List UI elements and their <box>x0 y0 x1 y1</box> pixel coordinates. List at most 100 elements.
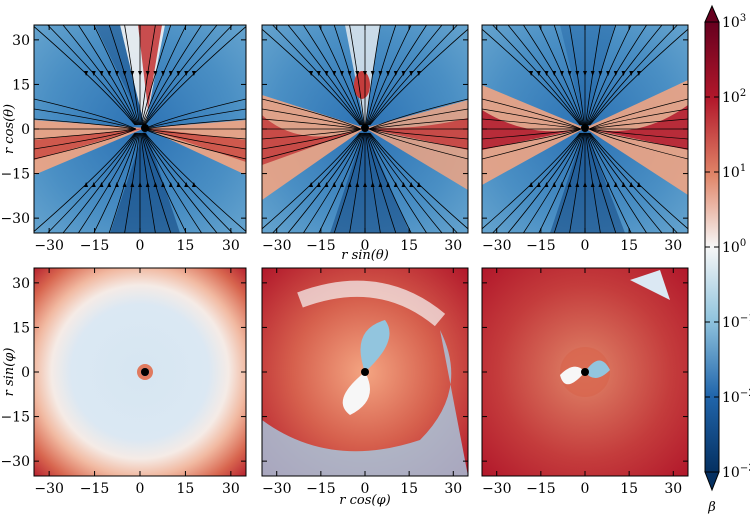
y-axis-label-top: r cos(θ) <box>2 104 17 154</box>
y-tick-label: 15 <box>12 77 30 93</box>
x-tick-label: −30 <box>262 481 292 497</box>
streamline <box>587 132 647 233</box>
streamline-arrow <box>145 182 150 187</box>
streamline <box>482 128 582 140</box>
streamline <box>143 25 218 126</box>
streamline-arrow <box>378 71 383 76</box>
x-tick-label: 15 <box>400 481 418 497</box>
x-tick-label: 15 <box>620 238 638 254</box>
streamline <box>368 132 443 233</box>
colorbar-extend-top <box>704 4 720 23</box>
y-tick-label: 30 <box>12 33 30 49</box>
streamline <box>262 108 362 130</box>
streamline <box>482 98 582 130</box>
streamline <box>482 128 582 160</box>
streamline <box>262 28 361 126</box>
streamline-arrow <box>168 71 173 76</box>
streamline-arrow <box>99 182 104 187</box>
streamline-arrow <box>184 71 189 76</box>
x-tick-label: −30 <box>34 238 64 254</box>
streamline-arrow <box>409 182 414 187</box>
streamline-arrow <box>84 182 89 187</box>
streamline <box>47 25 137 126</box>
streamline-arrow <box>130 71 135 76</box>
x-axis-label-top: r sin(θ) <box>341 248 389 263</box>
x-tick-label: −15 <box>306 238 336 254</box>
streamline <box>585 25 601 126</box>
x-tick-label: 0 <box>581 481 590 497</box>
streamline <box>262 98 362 130</box>
streamline <box>93 132 139 233</box>
streamline <box>523 132 583 233</box>
x-tick-label: 30 <box>664 481 682 497</box>
streamline-arrow <box>130 182 135 187</box>
central-object-marker <box>581 124 589 132</box>
streamline <box>366 132 412 233</box>
streamline <box>62 25 137 126</box>
streamline-arrow <box>324 182 329 187</box>
streamline <box>369 28 468 126</box>
streamline <box>34 132 136 232</box>
streamline <box>78 132 138 233</box>
streamline-arrow <box>332 71 337 76</box>
streamline-arrow <box>629 71 634 76</box>
streamline-arrow <box>559 182 564 187</box>
streamline <box>586 25 632 126</box>
streamline <box>124 132 140 233</box>
streamline-arrow <box>393 182 398 187</box>
streamline <box>588 128 688 160</box>
streamline <box>588 128 688 150</box>
streamline <box>143 25 233 126</box>
streamline <box>124 25 140 126</box>
streamline-arrow <box>378 182 383 187</box>
streamline <box>318 132 364 233</box>
streamline-arrow <box>544 182 549 187</box>
streamline-arrow <box>339 182 344 187</box>
streamline <box>108 25 139 126</box>
streamline <box>538 25 584 126</box>
streamline-arrow <box>309 182 314 187</box>
streamline-arrow <box>91 71 96 76</box>
streamline-arrow <box>114 182 119 187</box>
streamline <box>482 108 582 130</box>
streamline-arrow <box>613 71 618 76</box>
streamline-group <box>34 25 246 233</box>
streamline-arrow <box>91 182 96 187</box>
streamline-arrow <box>386 182 391 187</box>
streamline <box>143 118 246 130</box>
streamline <box>553 132 584 233</box>
streamline-arrow <box>168 182 173 187</box>
streamline <box>143 132 218 233</box>
colorbar-tick-label: 103 <box>722 13 746 31</box>
colorbar-tick-label: 101 <box>722 163 746 181</box>
streamline-arrow <box>590 71 595 76</box>
streamline-arrow <box>347 182 352 187</box>
streamline <box>492 132 582 233</box>
streamline-arrow <box>629 182 634 187</box>
streamline-arrow <box>416 71 421 76</box>
streamline-arrow <box>347 71 352 76</box>
streamline-arrow <box>536 182 541 187</box>
streamline-arrow <box>606 71 611 76</box>
streamline <box>144 132 246 232</box>
streamline <box>368 118 468 130</box>
streamline-arrow <box>191 71 196 76</box>
streamline <box>369 132 468 230</box>
streamline-arrow <box>552 182 557 187</box>
streamline-arrow <box>138 71 142 76</box>
x-tick-label: −15 <box>526 238 556 254</box>
streamline <box>78 25 138 126</box>
streamline-arrow <box>309 71 314 76</box>
y-tick-label: −30 <box>0 211 30 227</box>
streamline <box>141 132 172 233</box>
streamline <box>143 98 246 130</box>
y-tick-label: 30 <box>12 276 30 292</box>
streamline <box>523 25 583 126</box>
x-tick-label: 30 <box>444 238 462 254</box>
streamline <box>333 25 364 126</box>
streamline-arrow <box>590 182 595 187</box>
streamline <box>586 132 632 233</box>
x-tick-label: 30 <box>222 481 240 497</box>
